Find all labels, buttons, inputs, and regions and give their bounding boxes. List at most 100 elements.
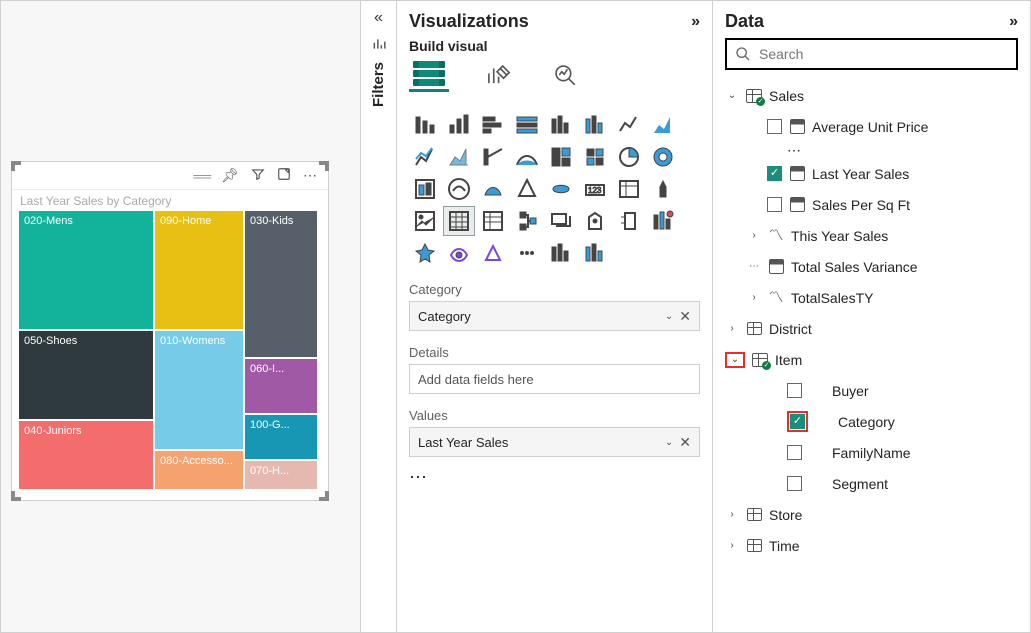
chevron-down-icon[interactable]: ⌄ [665,311,673,322]
tree-row-sales[interactable]: ⌄✓Sales [725,80,1018,111]
viz-type-1[interactable] [443,110,475,140]
viz-type-24[interactable] [409,206,441,236]
viz-type-31[interactable] [647,206,679,236]
checkbox[interactable]: ✓ [767,166,782,181]
tree-row-item[interactable]: ⌄✓Item [725,344,1018,375]
viz-type-32[interactable] [409,238,441,268]
viz-type-16[interactable] [409,174,441,204]
tree-row-buyer[interactable]: Buyer [725,375,1018,406]
remove-field-icon[interactable]: ✕ [679,308,691,325]
tree-row-tys[interactable]: ›〽︎This Year Sales [725,220,1018,251]
viz-type-2[interactable] [477,110,509,140]
viz-type-12[interactable] [545,142,577,172]
viz-type-26[interactable] [477,206,509,236]
viz-type-30[interactable] [613,206,645,236]
treemap-cell[interactable]: 040-Juniors [18,420,154,490]
tab-analytics[interactable] [545,58,585,92]
drag-handle-icon[interactable]: ══ [193,168,209,184]
resize-handle-tl[interactable] [11,161,21,171]
filters-label[interactable]: Filters [370,62,387,107]
viz-type-10[interactable] [477,142,509,172]
tree-row-tsv[interactable]: ⋯Total Sales Variance [725,251,1018,282]
treemap-cell[interactable]: 020-Mens [18,210,154,330]
more-icon[interactable]: ⋯ [303,167,318,184]
viz-type-35[interactable] [511,238,543,268]
treemap-cell[interactable]: 070-H... [244,460,318,490]
resize-handle-bl[interactable] [11,491,21,501]
viz-type-36[interactable] [545,238,577,268]
viz-type-15[interactable] [647,142,679,172]
viz-type-34[interactable] [477,238,509,268]
checkbox[interactable]: ✓ [790,414,805,429]
viz-type-29[interactable] [579,206,611,236]
resize-handle-tr[interactable] [319,161,329,171]
chevron-down-icon[interactable]: ⌄ [665,437,673,448]
tree-row-district[interactable]: ›District [725,313,1018,344]
pin-icon[interactable]: 📌︎ [221,167,239,184]
viz-type-7[interactable] [647,110,679,140]
well-details-box[interactable]: Add data fields here [409,364,700,394]
report-canvas[interactable]: ══ 📌︎ ⋯ Last Year Sales by Category 020-… [1,1,361,632]
checkbox[interactable] [767,197,782,212]
viz-type-21[interactable]: 123 [579,174,611,204]
well-values-box[interactable]: Last Year Sales ⌄✕ [409,427,700,457]
treemap-cell[interactable]: 030-Kids [244,210,318,358]
checkbox[interactable] [787,445,802,460]
search-box[interactable] [725,38,1018,70]
ellipsis-icon[interactable]: ⋯ [747,262,761,272]
tree-row-family[interactable]: FamilyName [725,437,1018,468]
treemap-visual[interactable]: ══ 📌︎ ⋯ Last Year Sales by Category 020-… [11,161,329,501]
treemap-cell[interactable]: 080-Accesso... [154,450,244,490]
viz-type-9[interactable] [443,142,475,172]
treemap-cell[interactable]: 010-Womens [154,330,244,450]
tab-format[interactable] [477,58,517,92]
treemap-cell[interactable]: 090-Home [154,210,244,330]
collapse-data-icon[interactable]: » [1009,13,1018,31]
viz-type-27[interactable] [511,206,543,236]
viz-type-20[interactable] [545,174,577,204]
viz-type-13[interactable] [579,142,611,172]
collapse-visualizations-icon[interactable]: » [691,13,700,31]
checkbox[interactable] [787,383,802,398]
tree-row-category[interactable]: ✓Category [725,406,1018,437]
viz-type-4[interactable] [545,110,577,140]
chevron-icon[interactable]: ⌄ [728,355,742,365]
viz-type-6[interactable] [613,110,645,140]
treemap-cell[interactable]: 100-G... [244,414,318,460]
viz-type-14[interactable] [613,142,645,172]
treemap-cell[interactable]: 050-Shoes [18,330,154,420]
tree-row-time[interactable]: ›Time [725,530,1018,561]
viz-type-28[interactable] [545,206,577,236]
filter-icon[interactable] [251,167,265,184]
viz-type-37[interactable] [579,238,611,268]
chevron-icon[interactable]: › [747,293,761,303]
focus-icon[interactable] [277,167,291,184]
chevron-icon[interactable]: › [725,324,739,334]
well-category-box[interactable]: Category ⌄✕ [409,301,700,331]
viz-type-5[interactable] [579,110,611,140]
tree-row-lys[interactable]: ✓Last Year Sales [725,158,1018,189]
remove-field-icon[interactable]: ✕ [679,434,691,451]
tree-ellipsis[interactable]: ⋯ [725,142,1018,158]
viz-type-19[interactable] [511,174,543,204]
checkbox[interactable] [787,476,802,491]
tree-row-aup[interactable]: Average Unit Price [725,111,1018,142]
treemap-cell[interactable]: 060-I... [244,358,318,414]
more-options-icon[interactable]: ⋯ [409,467,700,488]
tree-row-sps[interactable]: Sales Per Sq Ft [725,189,1018,220]
collapse-filters-icon[interactable]: « [374,9,383,27]
viz-type-11[interactable] [511,142,543,172]
viz-type-18[interactable] [477,174,509,204]
chevron-icon[interactable]: › [725,510,739,520]
viz-type-22[interactable] [613,174,645,204]
tree-row-tsty[interactable]: ›〽︎TotalSalesTY [725,282,1018,313]
tree-row-segment[interactable]: Segment [725,468,1018,499]
search-input[interactable] [759,46,1008,62]
tab-build[interactable] [409,58,449,92]
checkbox[interactable] [767,119,782,134]
viz-type-33[interactable] [443,238,475,268]
viz-type-17[interactable] [443,174,475,204]
viz-type-23[interactable] [647,174,679,204]
viz-type-8[interactable] [409,142,441,172]
resize-handle-br[interactable] [319,491,329,501]
